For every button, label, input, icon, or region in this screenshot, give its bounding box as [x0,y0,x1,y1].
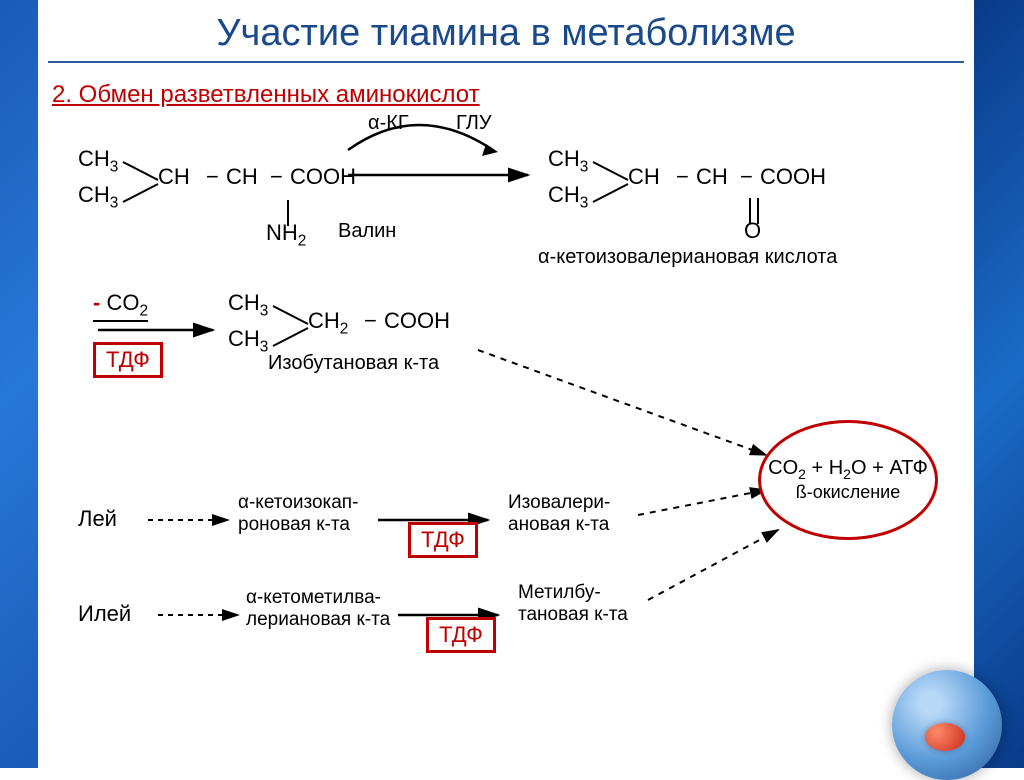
f-ch-3: CH [628,164,660,190]
f-dash-3: − [676,164,689,190]
f-dash-5: − [364,308,377,334]
f-ch2: CH2 [308,308,348,338]
label-isovaleric: Изовалери- ановая к-та [508,492,610,536]
label-valine: Валин [338,220,396,243]
f-cooh-1: COOH [290,164,356,190]
tdph-box-2: ТДФ [408,522,478,558]
minus-co2: - CO2 [93,290,148,322]
page-title: Участие тиамина в метаболизме [38,0,974,61]
f-O: O [744,218,761,244]
section-subtitle: 2. Обмен разветвленных аминокислот [52,81,974,109]
final-line1: CO2 + H2O + АТФ [768,457,928,482]
f-ch-2: CH [226,164,258,190]
f-ch3-1a: CH3 [78,146,118,176]
tdph-box-1: ТДФ [93,342,163,378]
label-isobutanoic: Изобутановая к-та [268,352,439,375]
label-ile: Илей [78,601,131,627]
cell-illustration [892,670,1002,780]
f-ch-4: CH [696,164,728,190]
final-products-circle: CO2 + H2O + АТФ ß-окисление [758,420,938,540]
label-leu: Лей [78,506,117,532]
final-line2: ß-окисление [796,482,900,503]
f-ch3-3a: CH3 [228,290,268,320]
decor-strip-left [0,0,38,768]
f-dash-2: − [270,164,283,190]
f-ch3-2b: CH3 [548,182,588,212]
f-ch3-1b: CH3 [78,182,118,212]
label-aKG: α-КГ [368,112,409,135]
f-cooh-3: COOH [384,308,450,334]
title-divider [48,61,964,63]
f-ch3-3b: CH3 [228,326,268,356]
f-dash-4: − [740,164,753,190]
decor-strip-right [974,0,1024,768]
f-nh2: NH2 [266,220,306,250]
f-ch-1: CH [158,164,190,190]
diagram-stage: α-КГ ГЛУ CH3 CH3 CH − CH − COOH NH2 Вали… [38,120,974,768]
label-aKIC: α-кетоизокап- роновая к-та [238,492,358,536]
label-methylbut: Метилбу- тановая к-та [518,582,628,626]
label-aKIV: α-кетоизовалериановая кислота [538,246,837,269]
f-ch3-2a: CH3 [548,146,588,176]
tdph-box-3: ТДФ [426,617,496,653]
f-dash-1: − [206,164,219,190]
f-cooh-2: COOH [760,164,826,190]
label-GLU: ГЛУ [456,112,492,135]
label-aKMV: α-кетометилва- лериановая к-та [246,587,390,631]
slide-content: Участие тиамина в метаболизме 2. Обмен р… [38,0,974,768]
